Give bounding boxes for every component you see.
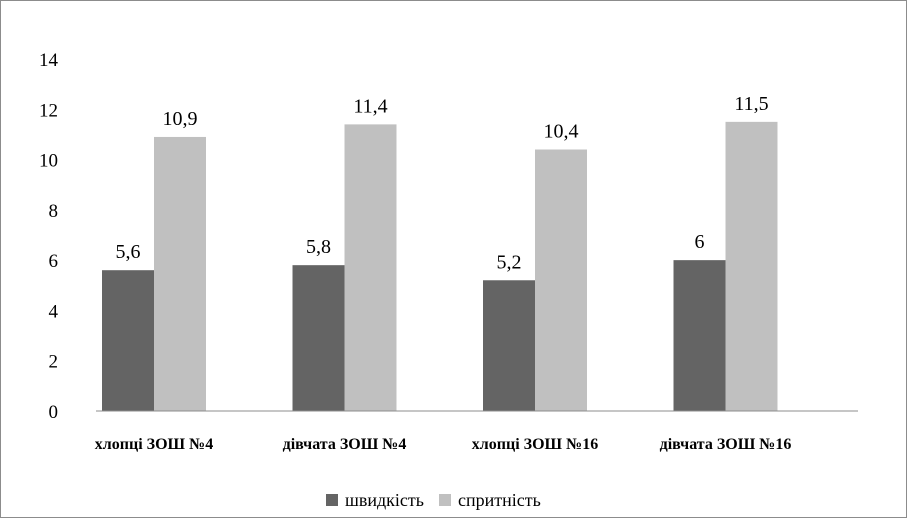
- bar-series2: [535, 149, 587, 411]
- y-axis-tick-labels: 0 2 4 6 8 10 12 14: [39, 50, 59, 423]
- bar-series2: [344, 124, 397, 411]
- y-tick-label: 8: [49, 201, 59, 222]
- data-label: 5,2: [497, 251, 522, 273]
- bar-series1: [673, 260, 726, 411]
- bar-series2: [154, 136, 206, 411]
- x-category-label: дівчата ЗОШ №4: [283, 436, 407, 453]
- y-tick-label: 12: [39, 100, 58, 121]
- y-tick-label: 0: [49, 402, 59, 423]
- y-tick-label: 10: [39, 151, 58, 172]
- legend-label: спритність: [458, 490, 541, 510]
- bar-series2: [725, 121, 778, 411]
- data-labels: 5,6 5,8 5,2 6 10,9 11,4 10,4 11,5: [116, 93, 769, 273]
- legend-label: швидкість: [345, 490, 424, 510]
- x-category-label: хлопці ЗОШ №16: [472, 436, 598, 453]
- y-tick-label: 4: [49, 301, 59, 322]
- y-tick-label: 14: [39, 50, 59, 71]
- y-tick-label: 2: [49, 352, 59, 373]
- data-label: 11,5: [734, 93, 768, 115]
- legend-swatch: [439, 494, 451, 506]
- bar-series1: [292, 265, 345, 411]
- x-category-label: хлопці ЗОШ №4: [95, 436, 213, 453]
- data-label: 6: [695, 231, 705, 253]
- bar-series1: [483, 280, 535, 411]
- data-label: 11,4: [353, 95, 387, 117]
- legend: швидкість спритність: [326, 490, 541, 510]
- y-tick-label: 6: [49, 251, 59, 272]
- bar-series1: [102, 270, 154, 411]
- data-label: 10,9: [163, 108, 198, 130]
- data-label: 5,8: [306, 236, 331, 258]
- bars: [102, 121, 778, 411]
- data-label: 10,4: [544, 121, 579, 143]
- x-category-label: дівчата ЗОШ №16: [660, 436, 792, 453]
- legend-swatch: [326, 494, 338, 506]
- x-axis-category-labels: хлопці ЗОШ №4 дівчата ЗОШ №4 хлопці ЗОШ №1…: [95, 436, 792, 453]
- data-label: 5,6: [116, 241, 141, 263]
